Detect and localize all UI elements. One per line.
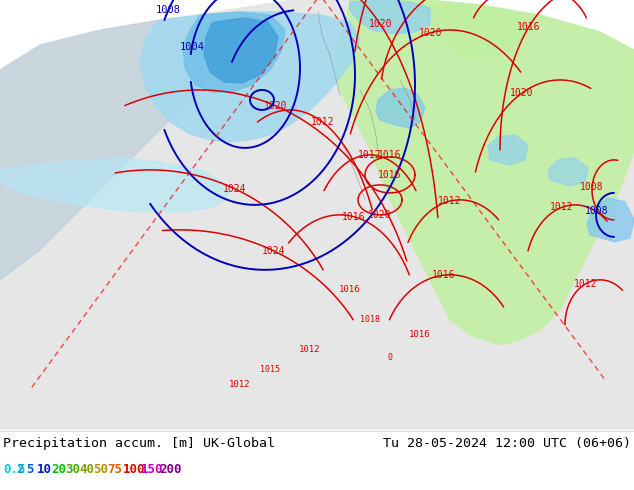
Text: 50: 50 [93,464,108,476]
Text: 1015: 1015 [260,365,280,374]
Text: 75: 75 [107,464,122,476]
Polygon shape [0,20,220,280]
Text: 1012: 1012 [311,117,334,127]
Text: 1016: 1016 [432,270,456,280]
Polygon shape [183,12,285,92]
Polygon shape [350,0,430,34]
Text: 1004: 1004 [179,42,204,52]
Text: 1012: 1012 [550,202,574,212]
Text: 1020: 1020 [368,19,392,29]
Text: 1008: 1008 [580,182,604,192]
Text: 1016: 1016 [410,330,430,339]
Polygon shape [488,135,528,165]
Polygon shape [140,12,360,142]
Text: 1020: 1020 [419,28,443,38]
Text: 1024: 1024 [262,246,286,256]
Text: 150: 150 [141,464,164,476]
Text: 1012: 1012 [358,150,382,160]
Text: 1016: 1016 [378,150,402,160]
Text: 0.5: 0.5 [3,464,25,476]
Text: 1012: 1012 [574,279,597,289]
Text: 1020: 1020 [510,88,534,98]
Text: 1008: 1008 [156,5,181,15]
Polygon shape [430,0,530,60]
Text: 200: 200 [159,464,181,476]
Text: 1012: 1012 [438,196,462,206]
Text: 1024: 1024 [223,184,246,194]
Polygon shape [376,88,425,128]
Text: 100: 100 [123,464,145,476]
Text: Precipitation accum. [m] UK-Global: Precipitation accum. [m] UK-Global [3,437,275,450]
Text: 1008: 1008 [585,206,608,216]
Polygon shape [204,18,278,83]
Text: 2: 2 [16,464,23,476]
Text: Tu 28-05-2024 12:00 UTC (06+06): Tu 28-05-2024 12:00 UTC (06+06) [383,437,631,450]
Polygon shape [335,0,634,345]
Polygon shape [0,0,634,430]
Text: 1016: 1016 [342,212,366,221]
Text: 30: 30 [65,464,80,476]
Text: 1016: 1016 [517,23,540,32]
Text: 1020: 1020 [368,210,392,220]
Text: 1012: 1012 [230,380,251,389]
Text: 10: 10 [37,464,52,476]
Text: 1016: 1016 [339,285,361,294]
Polygon shape [0,158,230,212]
Text: 0: 0 [387,353,392,362]
Polygon shape [587,198,634,242]
Text: 1020: 1020 [264,100,287,111]
Text: 1012: 1012 [299,345,321,354]
Polygon shape [548,158,588,186]
Text: 20: 20 [51,464,66,476]
Text: 1016: 1016 [378,170,402,180]
Text: 1018: 1018 [360,315,380,324]
Text: 40: 40 [79,464,94,476]
Text: 5: 5 [26,464,34,476]
